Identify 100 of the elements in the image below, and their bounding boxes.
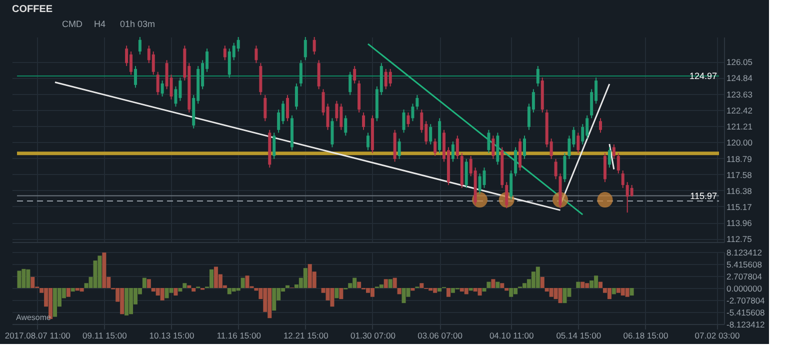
candlestick: [402, 109, 406, 134]
chart-title: COFFEE: [12, 4, 53, 15]
candlestick: [312, 36, 316, 55]
candlestick: [294, 82, 298, 110]
bar: [397, 288, 402, 294]
y-tick-label: 115.17: [726, 202, 752, 212]
bar: [388, 279, 392, 288]
ref-line-label: 124.97: [689, 71, 717, 82]
bar: [607, 288, 612, 300]
candlestick: [429, 124, 432, 145]
bar: [160, 288, 164, 300]
candlestick: [156, 71, 160, 96]
bar: [30, 276, 35, 288]
candlestick: [330, 118, 334, 148]
bar: [438, 288, 442, 292]
candlestick: [451, 140, 454, 162]
bar: [70, 288, 75, 292]
candlestick: [160, 80, 164, 98]
bar: [625, 288, 630, 297]
bar: [496, 282, 500, 288]
candlestick: [223, 45, 226, 61]
candlestick: [134, 66, 137, 88]
candlestick: [388, 68, 392, 87]
y-tick-label: 124.84: [726, 73, 753, 84]
y-tick-label: -2.707804: [726, 296, 766, 306]
candlestick: [608, 146, 611, 168]
candlestick: [138, 36, 142, 55]
candlestick: [522, 135, 526, 160]
candlestick: [514, 146, 518, 177]
candlestick: [406, 112, 410, 128]
candlestick: [304, 36, 307, 61]
bar: [272, 288, 276, 311]
bar: [486, 282, 491, 288]
candlestick: [434, 138, 437, 157]
candlestick: [612, 144, 616, 160]
bar: [504, 288, 509, 291]
y-tick-label: 0.000000: [726, 284, 762, 294]
candlestick: [264, 94, 267, 122]
bar: [187, 285, 192, 288]
y-tick-label: 121.21: [726, 122, 753, 132]
bar: [576, 282, 580, 288]
bar: [630, 288, 634, 296]
x-tick-label: 07.02 03:00: [694, 330, 740, 340]
bar: [379, 284, 384, 288]
candlestick: [616, 152, 620, 174]
candlestick: [317, 60, 320, 90]
y-tick-label: -8.123412: [726, 320, 766, 330]
candlestick: [536, 66, 540, 87]
bar: [482, 288, 486, 292]
candlestick: [576, 132, 580, 154]
candlestick: [362, 112, 366, 130]
bar: [402, 288, 406, 304]
bar: [357, 282, 362, 288]
bar: [598, 282, 603, 288]
bar: [562, 288, 567, 304]
x-tick-label: 09.11 15:00: [82, 330, 128, 340]
bar: [286, 285, 290, 288]
x-tick-label: 2017.08.07 11:00: [4, 330, 71, 340]
y-tick-label: 118.79: [726, 154, 752, 164]
candlestick: [348, 71, 352, 96]
bar: [17, 270, 22, 288]
bar: [80, 288, 84, 292]
candlestick: [487, 129, 490, 154]
candlestick: [344, 114, 348, 136]
bar: [334, 288, 339, 298]
bar: [124, 288, 129, 316]
x-tick-label: 03.06 07:00: [418, 330, 463, 340]
y-tick-label: 2.707804: [726, 272, 762, 282]
bar: [384, 279, 388, 288]
bar: [410, 288, 415, 291]
bar: [464, 288, 468, 294]
bar: [53, 288, 58, 317]
x-tick-label: 06.18 15:00: [623, 330, 668, 340]
bar: [236, 288, 240, 291]
y-tick-label: 122.42: [726, 105, 753, 116]
bar: [446, 288, 450, 297]
text: Awesome: [16, 313, 52, 322]
y-tick-label: 116.38: [726, 186, 752, 196]
ref-line-label: 115.97: [690, 190, 717, 201]
bar: [178, 288, 182, 292]
candlestick: [482, 167, 486, 188]
candlestick: [630, 184, 634, 198]
bar: [491, 279, 496, 288]
text: 01h 03m: [120, 19, 156, 29]
bar: [102, 252, 106, 288]
bar: [540, 276, 544, 288]
candlestick: [398, 138, 401, 160]
x-tick-label: 04.10 11:00: [489, 330, 534, 340]
y-tick-label: 120.00: [726, 138, 753, 148]
bar: [580, 282, 585, 288]
bar: [182, 283, 187, 288]
text: H4: [94, 19, 106, 29]
y-tick-label: 112.75: [726, 234, 752, 244]
x-tick-label: 01.30 07:00: [350, 330, 396, 340]
y-tick-label: 8.123412: [726, 248, 762, 258]
bar: [240, 278, 245, 288]
bar: [612, 288, 616, 294]
candlestick: [563, 152, 566, 183]
y-tick-label: 126.05: [726, 57, 753, 68]
bar: [370, 288, 374, 297]
